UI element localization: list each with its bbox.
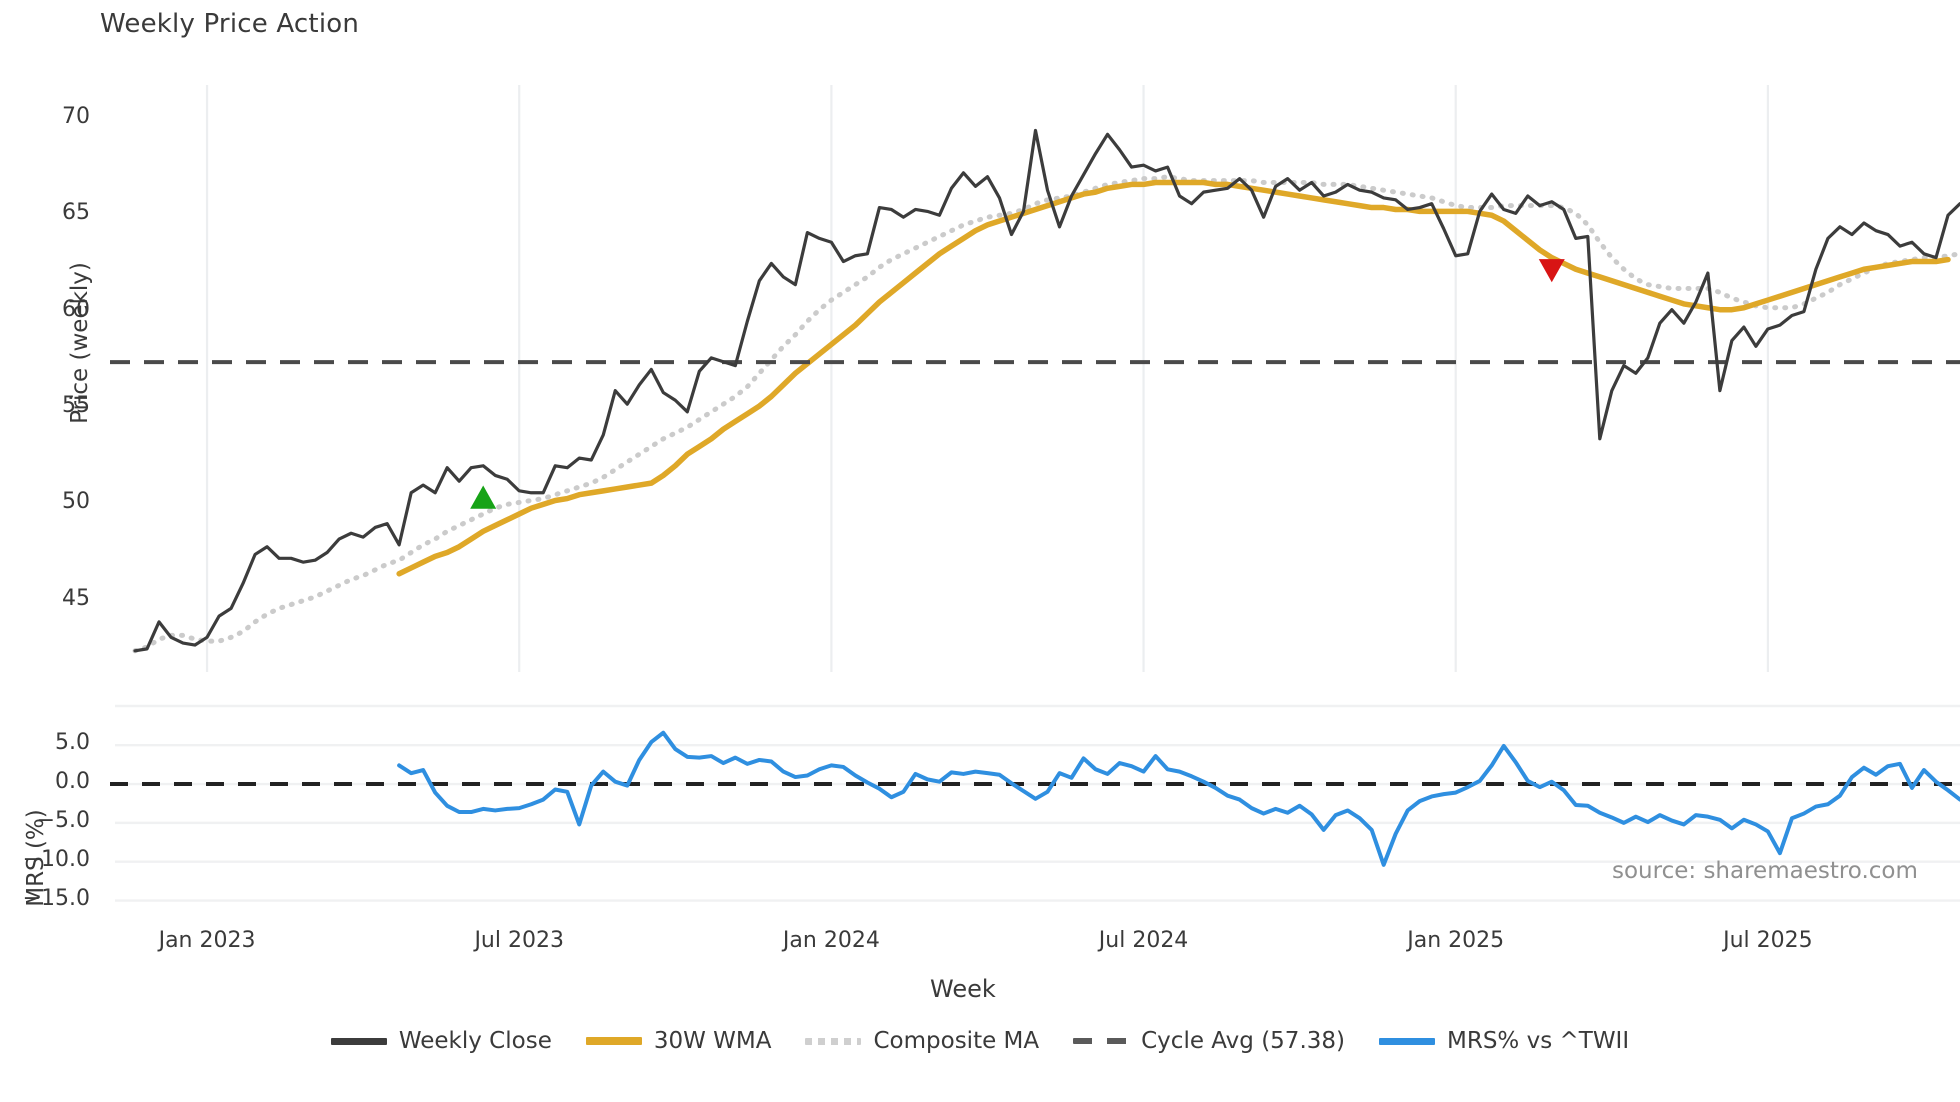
x-tick-label: Jul 2025 <box>1723 928 1813 953</box>
legend-item[interactable]: Cycle Avg (57.38) <box>1073 1028 1345 1054</box>
page-title: Weekly Price Action <box>100 9 360 39</box>
price-y-tick-label: 65 <box>62 200 90 226</box>
mrs-y-tick-label: 0.0 <box>55 769 90 795</box>
legend-swatch-icon <box>1379 1037 1435 1045</box>
legend-item[interactable]: 30W WMA <box>585 1028 772 1054</box>
mrs-y-tick-label: −5.0 <box>36 807 90 833</box>
legend-label: 30W WMA <box>653 1028 772 1054</box>
x-tick-label: Jul 2024 <box>1098 928 1189 953</box>
legend-swatch-icon <box>330 1037 387 1045</box>
series-mrs-percent <box>397 730 1960 867</box>
series-composite-ma <box>132 174 1960 654</box>
series-weekly-close <box>133 128 1960 653</box>
x-tick-label: Jan 2023 <box>158 928 256 953</box>
legend-label: Cycle Avg (57.38) <box>1141 1028 1345 1054</box>
legend-item[interactable]: Composite MA <box>805 1028 1039 1054</box>
legend-label: MRS% vs ^TWII <box>1447 1028 1630 1054</box>
buy-signal-marker <box>470 485 497 509</box>
legend-swatch-icon <box>805 1037 862 1045</box>
legend-item[interactable]: Weekly Close <box>330 1028 552 1054</box>
price-y-tick-label: 70 <box>62 103 90 129</box>
x-axis-title: Week <box>930 975 996 1003</box>
mrs-y-tick-label: 5.0 <box>55 730 90 756</box>
price-y-tick-label: 60 <box>62 296 90 322</box>
price-y-tick-label: 45 <box>62 585 90 611</box>
chart-legend: Weekly Close 30W WMA Composite MA Cycle Avg… <box>0 1028 1960 1054</box>
legend-swatch-icon <box>585 1037 642 1045</box>
legend-item[interactable]: MRS% vs ^TWII <box>1379 1028 1629 1054</box>
x-tick-label: Jan 2025 <box>1407 928 1505 953</box>
source-watermark: source: sharemaestro.com <box>1612 858 1918 884</box>
series-30w-wma <box>396 179 1951 577</box>
legend-swatch-icon <box>1073 1038 1130 1044</box>
mrs-y-tick-label: −10.0 <box>22 846 90 872</box>
legend-label: Weekly Close <box>398 1028 552 1054</box>
price-y-tick-label: 55 <box>62 392 90 418</box>
price-y-tick-label: 50 <box>62 489 90 515</box>
mrs-y-tick-label: −15.0 <box>22 885 90 911</box>
legend-label: Composite MA <box>873 1028 1040 1054</box>
x-tick-label: Jan 2024 <box>782 928 880 953</box>
x-tick-label: Jul 2023 <box>474 928 564 953</box>
sell-signal-marker <box>1538 259 1565 283</box>
